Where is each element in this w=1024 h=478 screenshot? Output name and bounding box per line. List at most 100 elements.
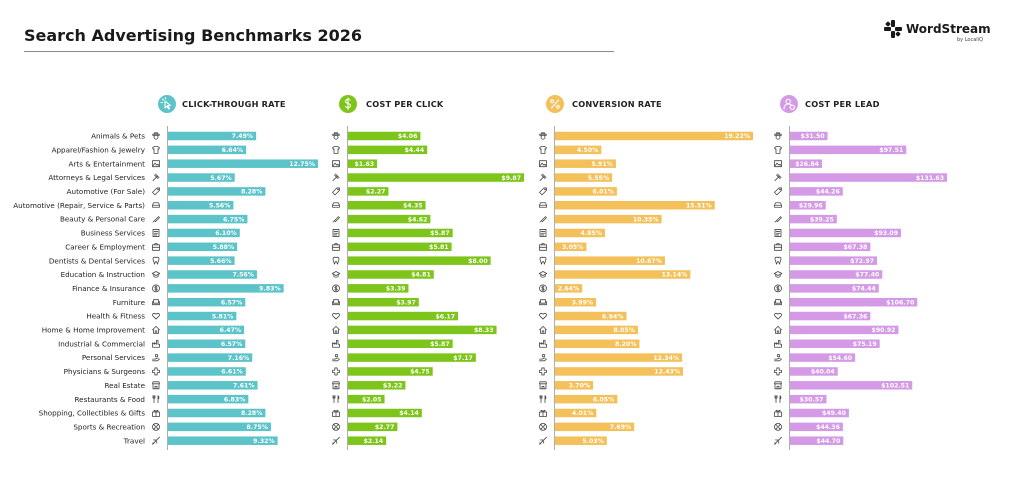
bar-cost-per-lead-dentists-dental-services [790, 256, 878, 265]
bar-conversion-rate-attorneys-legal-services [555, 173, 613, 182]
bar-cost-per-lead-attorneys-legal-services [790, 173, 947, 182]
category-label-finance-insurance: Finance & Insurance [72, 284, 146, 293]
graduation-cap-icon [331, 271, 341, 278]
data-label: $131.63 [916, 175, 944, 182]
shirt-icon [332, 145, 340, 154]
bar-conversion-rate-beauty-personal-care [555, 214, 662, 224]
data-label: 2.64% [558, 286, 579, 293]
data-label: $67.36 [843, 313, 867, 320]
bar-cost-per-lead-business-services [790, 228, 902, 238]
data-label: 7.16% [228, 355, 249, 362]
sofa-icon [152, 299, 160, 306]
bar-cost-per-click-health-fitness [348, 311, 459, 321]
category-label-apparel-fashion-jewelry: Apparel/Fashion & Jewelry [52, 145, 146, 154]
bar-conversion-rate-animals-pets [555, 131, 753, 141]
bar-conversion-rate-personal-services [555, 353, 683, 362]
airplane-icon [539, 436, 547, 445]
data-label: 4.50% [577, 147, 598, 154]
document-icon [332, 229, 340, 237]
bar-conversion-rate-industrial-commercial [555, 339, 640, 348]
category-label-education-instruction: Education & Instruction [61, 270, 145, 279]
data-label: 5.88% [213, 244, 234, 251]
data-label: $2.77 [375, 424, 395, 431]
storefront-icon [539, 381, 547, 390]
bar-conversion-rate-automotive-for-sale [555, 187, 617, 196]
data-label: 19.22% [724, 133, 750, 140]
dollar-cursor-icon [339, 95, 357, 113]
data-label: $6.17 [435, 313, 455, 320]
data-label: 8.05% [613, 327, 634, 334]
bar-click-through-rate-furniture [168, 297, 246, 307]
dollar-coin-icon [152, 284, 160, 293]
category-label-travel: Travel [123, 436, 145, 445]
storefront-icon [152, 381, 160, 390]
data-label: 8.20% [615, 341, 636, 348]
bar-cost-per-lead-sports-recreation [790, 422, 843, 432]
category-label-furniture: Furniture [113, 298, 146, 307]
data-label: $54.60 [828, 355, 853, 362]
data-label: $2.27 [366, 189, 386, 196]
bar-conversion-rate-career-employment [555, 242, 587, 252]
hand-icon [539, 354, 547, 362]
gavel-icon [539, 173, 547, 181]
category-label-restaurants-food: Restaurants & Food [74, 395, 145, 404]
bar-click-through-rate-education-instruction [168, 270, 257, 279]
data-label: $4.62 [408, 216, 428, 223]
bar-cost-per-lead-travel [790, 436, 844, 445]
bar-cost-per-lead-real-estate [790, 381, 913, 390]
brush-icon [774, 216, 782, 223]
bar-conversion-rate-shopping-collectibles-gifts [555, 408, 597, 418]
data-label: $77.40 [855, 272, 880, 279]
gift-icon [152, 409, 160, 417]
data-label: $4.35 [403, 202, 423, 209]
briefcase-icon [332, 243, 340, 251]
data-label: 9.32% [253, 438, 274, 445]
car-front-icon [332, 202, 340, 208]
tooth-icon [539, 256, 547, 265]
briefcase-icon [152, 243, 160, 251]
bar-cost-per-click-shopping-collectibles-gifts [348, 408, 422, 418]
data-label: 6.83% [224, 396, 245, 403]
brush-icon [539, 216, 547, 223]
bar-cost-per-lead-animals-pets [790, 131, 828, 141]
bar-cost-per-lead-home-home-improvement [790, 325, 899, 335]
bar-cost-per-lead-restaurants-food [790, 394, 827, 404]
shirt-icon [539, 145, 547, 154]
bar-cost-per-click-home-home-improvement [348, 325, 497, 335]
gift-icon [332, 409, 340, 417]
bar-conversion-rate-real-estate [555, 381, 594, 390]
data-label: $8.00 [468, 258, 488, 265]
fork-knife-icon [332, 395, 340, 404]
paw-icon [774, 132, 782, 140]
graduation-cap-icon [538, 271, 548, 278]
data-label: 12.75% [289, 161, 315, 168]
medical-cross-icon [774, 367, 782, 376]
storefront-icon [332, 381, 340, 390]
bar-click-through-rate-travel [168, 436, 278, 445]
category-label-attorneys-legal-services: Attorneys & Legal Services [48, 173, 145, 182]
document-icon [774, 229, 782, 237]
data-label: 6.05% [593, 396, 614, 403]
bar-click-through-rate-health-fitness [168, 311, 237, 321]
data-label: $44.36 [816, 424, 840, 431]
bar-click-through-rate-real-estate [168, 381, 258, 390]
data-label: $8.33 [474, 327, 494, 334]
data-label: 15.51% [686, 202, 712, 209]
bar-click-through-rate-shopping-collectibles-gifts [168, 408, 266, 418]
bar-cost-per-click-sports-recreation [348, 422, 398, 432]
bar-cost-per-lead-automotive-repair-service-parts [790, 201, 826, 210]
bar-cost-per-click-personal-services [348, 353, 476, 362]
data-label: $44.70 [816, 438, 841, 445]
bar-click-through-rate-industrial-commercial [168, 339, 246, 348]
data-label: 6.10% [215, 230, 236, 237]
bar-cost-per-click-arts-entertainment [348, 159, 378, 168]
bar-click-through-rate-sports-recreation [168, 422, 271, 432]
bar-cost-per-click-physicians-surgeons [348, 367, 433, 376]
bar-cost-per-click-industrial-commercial [348, 339, 453, 348]
data-label: 12.43% [654, 369, 680, 376]
bar-conversion-rate-finance-insurance [555, 284, 583, 293]
category-label-home-home-improvement: Home & Home Improvement [42, 326, 145, 335]
bar-click-through-rate-beauty-personal-care [168, 214, 248, 224]
bar-cost-per-lead-beauty-personal-care [790, 214, 837, 224]
data-label: 8.28% [241, 410, 262, 417]
